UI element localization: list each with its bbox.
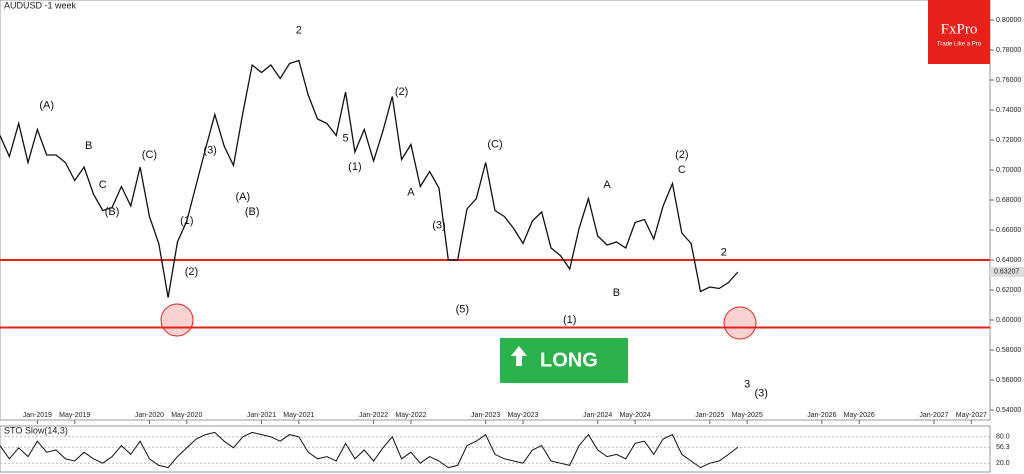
osc-tick-label: 80.0 [996, 434, 1010, 441]
y-tick-label: 0.66000 [996, 227, 1021, 234]
x-tick-label: Jan-2026 [807, 412, 836, 419]
x-tick-label: May-2023 [507, 412, 538, 419]
oscillator-line [0, 431, 739, 469]
x-tick-label: Jan-2021 [247, 412, 276, 419]
wave-label: 3 [744, 378, 750, 390]
signal-arrow [511, 346, 527, 366]
y-tick-label: 0.78000 [996, 47, 1021, 54]
y-tick-label: 0.54000 [996, 407, 1021, 414]
last-price-label: 0.63207 [994, 269, 1019, 276]
wave-label: 2 [296, 24, 302, 36]
wave-label: (3) [754, 387, 767, 399]
x-tick-label: May-2027 [956, 412, 987, 419]
x-tick-label: May-2021 [283, 412, 314, 419]
wave-label: (2) [395, 86, 408, 98]
chart-title: AUDUSD -1 week [4, 0, 77, 10]
wave-label: (1) [563, 314, 576, 326]
wave-label: B [613, 287, 620, 299]
signal-text: LONG [540, 349, 598, 371]
highlight-circle [723, 306, 757, 340]
wave-label: (2) [185, 266, 198, 278]
y-tick-label: 0.70000 [996, 167, 1021, 174]
osc-tick-label: 56.3 [996, 444, 1010, 451]
wave-label: 5 [343, 132, 349, 144]
x-tick-label: May-2019 [59, 412, 90, 419]
wave-label: (2) [675, 149, 688, 161]
price-line [0, 59, 739, 298]
oscillator-frame [0, 425, 991, 473]
y-tick-label: 0.64000 [996, 257, 1021, 264]
wave-label: (3) [203, 144, 216, 156]
x-tick-label: Jan-2020 [135, 412, 164, 419]
y-tick-label: 0.74000 [996, 107, 1021, 114]
wave-label: (C) [142, 149, 157, 161]
x-tick-label: May-2025 [732, 412, 763, 419]
oscillator-title: STO Slow(14,3) [4, 425, 68, 435]
highlight-circle [160, 303, 194, 337]
wave-label: (3) [432, 219, 445, 231]
x-tick-label: Jan-2027 [919, 412, 948, 419]
wave-label: (C) [487, 138, 502, 150]
wave-label: (A) [39, 99, 54, 111]
y-tick-label: 0.68000 [996, 197, 1021, 204]
y-tick-label: 0.72000 [996, 137, 1021, 144]
x-tick-label: May-2026 [844, 412, 875, 419]
osc-tick-label: 20.0 [996, 460, 1010, 467]
wave-label: B [85, 140, 92, 152]
brand-tagline: Trade Like a Pro [937, 42, 982, 48]
wave-label: A [603, 179, 611, 191]
x-tick-label: Jan-2019 [23, 412, 52, 419]
wave-label: C [99, 179, 107, 191]
wave-label: (1) [180, 215, 193, 227]
last-price-box [990, 266, 1024, 277]
x-tick-label: May-2020 [171, 412, 202, 419]
x-tick-label: May-2024 [620, 412, 651, 419]
wave-label: C [678, 164, 686, 176]
x-tick-label: Jan-2025 [695, 412, 724, 419]
x-tick-label: Jan-2022 [359, 412, 388, 419]
wave-label: A [407, 186, 415, 198]
y-tick-label: 0.62000 [996, 287, 1021, 294]
brand-name: FxPro [941, 21, 978, 37]
wave-label: (B) [105, 206, 120, 218]
x-tick-label: Jan-2023 [471, 412, 500, 419]
wave-label: (B) [245, 206, 260, 218]
x-tick-label: Jan-2024 [583, 412, 612, 419]
x-tick-label: May-2022 [395, 412, 426, 419]
y-tick-label: 0.80000 [996, 17, 1021, 24]
y-tick-label: 0.56000 [996, 377, 1021, 384]
wave-label: (1) [348, 161, 361, 173]
y-tick-label: 0.58000 [996, 347, 1021, 354]
wave-label: (5) [456, 303, 469, 315]
wave-label: (A) [235, 191, 250, 203]
wave-label: 2 [721, 246, 727, 258]
y-tick-label: 0.76000 [996, 77, 1021, 84]
brand-logo [928, 0, 990, 64]
y-tick-label: 0.60000 [996, 317, 1021, 324]
